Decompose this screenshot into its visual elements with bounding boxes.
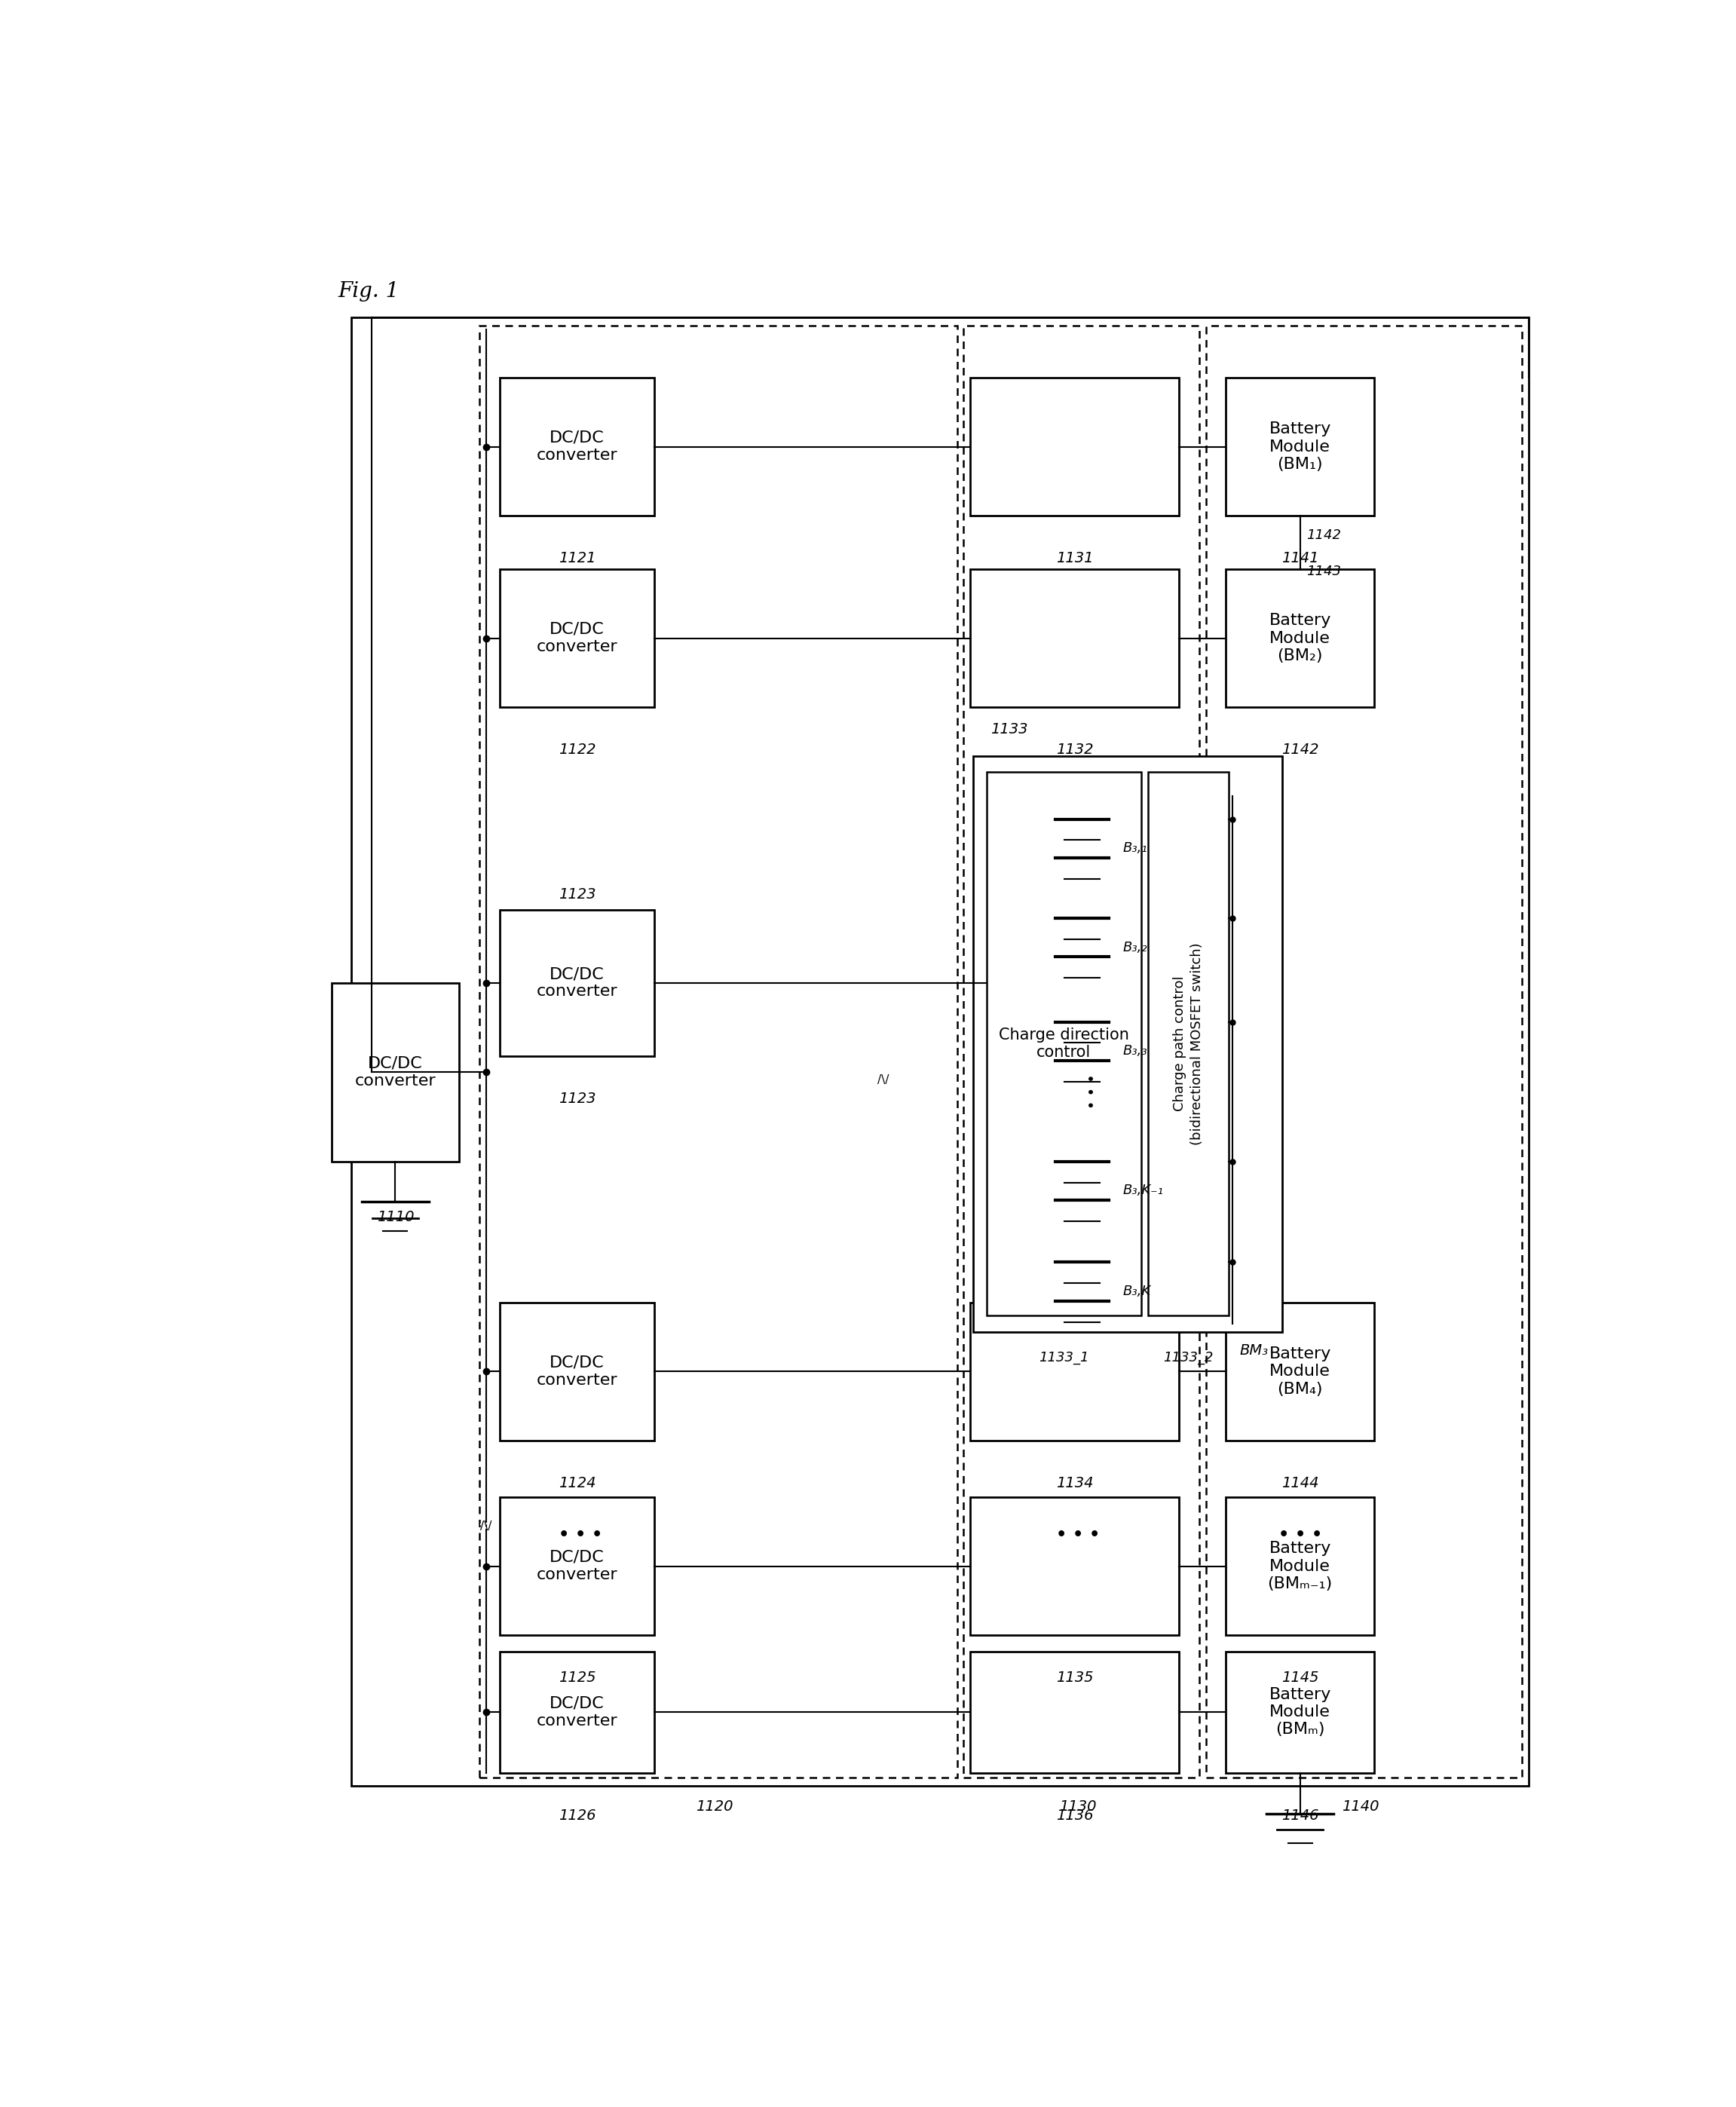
Text: 1136: 1136 [1055,1808,1094,1823]
Text: 1146: 1146 [1281,1808,1319,1823]
Text: Battery
Module
(BMₘ): Battery Module (BMₘ) [1269,1688,1332,1736]
Bar [479,327,957,1778]
Text: 1141: 1141 [1281,552,1319,565]
Bar [1226,377,1375,516]
Text: B₃,₃: B₃,₃ [1123,1045,1147,1058]
Text: 1120: 1120 [696,1799,733,1814]
Text: 1145: 1145 [1281,1671,1319,1686]
Text: 1133_2: 1133_2 [1163,1351,1213,1365]
Text: Battery
Module
(BM₂): Battery Module (BM₂) [1269,613,1332,664]
Text: Battery
Module
(BM₁): Battery Module (BM₁) [1269,421,1332,472]
Text: B₃,₂: B₃,₂ [1123,940,1147,954]
Text: BM₃: BM₃ [1240,1342,1269,1357]
Text: 1144: 1144 [1281,1477,1319,1490]
Text: 1132: 1132 [1055,744,1094,756]
Bar [1226,569,1375,708]
Text: B₃,₁: B₃,₁ [1123,841,1147,855]
Text: DC/DC
converter: DC/DC converter [536,967,618,999]
Text: 1125: 1125 [559,1671,595,1686]
Text: 1140: 1140 [1342,1799,1378,1814]
Text: Fig. 1: Fig. 1 [339,280,399,301]
Text: DC/DC
converter: DC/DC converter [536,1355,618,1389]
Text: 1124: 1124 [559,1477,595,1490]
Text: 1123: 1123 [559,1091,595,1106]
Text: 1133_1: 1133_1 [1038,1351,1088,1365]
Bar [352,318,1529,1787]
Text: 1110: 1110 [377,1209,413,1224]
Text: Charge path control
(bidirectional MOSFET switch): Charge path control (bidirectional MOSFE… [1174,942,1205,1144]
Text: 1121: 1121 [559,552,595,565]
Text: DC/DC
converter: DC/DC converter [536,1696,618,1728]
Text: 1143: 1143 [1307,565,1342,577]
Text: 1142: 1142 [1307,529,1342,541]
Bar [963,327,1200,1778]
Text: DC/DC
converter: DC/DC converter [354,1056,436,1089]
Text: DC/DC
converter: DC/DC converter [536,430,618,464]
Text: 1130: 1130 [1059,1799,1097,1814]
Text: /\/: /\/ [877,1075,889,1085]
Text: Battery
Module
(BM₄): Battery Module (BM₄) [1269,1346,1332,1397]
Bar [500,377,654,516]
Text: ≈: ≈ [875,1070,892,1091]
Bar [332,982,460,1161]
Text: 1122: 1122 [559,744,595,756]
Text: 1123: 1123 [559,887,595,902]
Text: 1135: 1135 [1055,1671,1094,1686]
Bar [1226,1652,1375,1772]
Text: 1133: 1133 [991,723,1028,735]
Text: • • •: • • • [559,1528,602,1542]
Bar [500,1302,654,1441]
Bar [970,1498,1179,1635]
Bar [986,771,1141,1315]
Bar [500,910,654,1056]
Bar [1226,1302,1375,1441]
Text: DC/DC
converter: DC/DC converter [536,622,618,655]
Text: Battery
Module
(BMₘ₋₁): Battery Module (BMₘ₋₁) [1267,1540,1333,1591]
Bar [500,1498,654,1635]
Bar [970,1652,1179,1772]
Text: • • •: • • • [1085,1075,1101,1108]
Text: /\/: /\/ [481,1521,491,1532]
Text: • • •: • • • [1278,1528,1323,1542]
Text: • • •: • • • [1055,1528,1101,1542]
Text: 1142: 1142 [1281,744,1319,756]
Text: 1126: 1126 [559,1808,595,1823]
Bar [970,377,1179,516]
Text: 1131: 1131 [1055,552,1094,565]
Text: Charge direction
control: Charge direction control [998,1028,1128,1060]
Text: ≈: ≈ [477,1515,495,1536]
Text: 1134: 1134 [1055,1477,1094,1490]
Text: DC/DC
converter: DC/DC converter [536,1551,618,1582]
Bar [970,569,1179,708]
Bar [500,569,654,708]
Bar [974,756,1283,1332]
Bar [1147,771,1229,1315]
Bar [500,1652,654,1772]
Bar [970,1302,1179,1441]
Text: B₃,K₋₁: B₃,K₋₁ [1123,1184,1163,1197]
Bar [1226,1498,1375,1635]
Text: B₃,K: B₃,K [1123,1285,1151,1298]
Bar [1207,327,1522,1778]
